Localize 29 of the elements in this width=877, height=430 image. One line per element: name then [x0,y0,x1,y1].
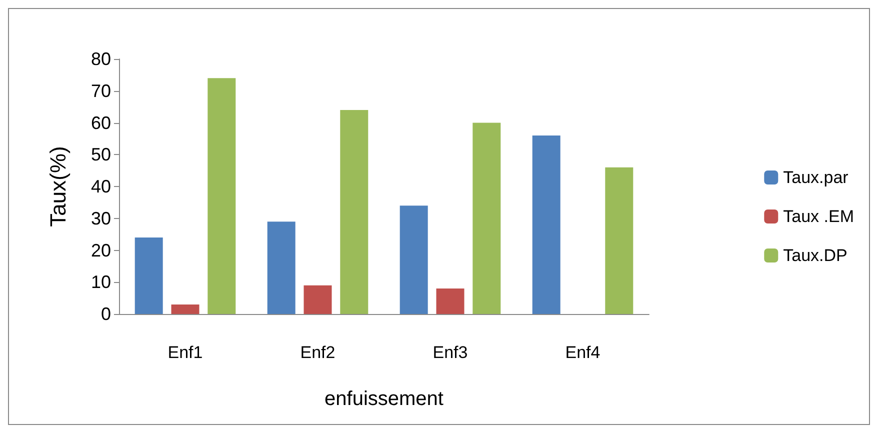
y-tick-label: 40 [90,176,111,196]
y-tick-label: 50 [90,144,111,165]
bar [532,136,560,314]
bar [171,304,200,314]
bar [605,167,634,314]
x-tick-label: Enf4 [565,343,600,362]
x-axis-title: enfuissement [324,388,444,410]
x-tick-label: Enf3 [432,343,468,362]
legend-label: Taux.par [783,168,849,187]
y-tick-label: 60 [90,112,111,133]
y-tick-label: 30 [90,208,111,228]
x-tick-label: Enf1 [168,343,203,362]
y-tick-label: 20 [90,240,111,260]
y-tick-label: 70 [90,80,111,101]
y-tick-label: 80 [90,49,111,69]
bar [400,206,428,314]
bar [436,288,464,314]
y-axis-title: Taux(%) [46,146,70,227]
bar [134,238,163,314]
x-tick-label: Enf2 [300,343,336,362]
bar [340,110,368,314]
bar [472,122,501,314]
bar [304,285,332,314]
y-tick-label: 0 [100,304,111,324]
legend-label: Taux .EM [783,207,854,226]
y-tick-label: 10 [90,272,111,292]
legend-label: Taux.DP [783,246,848,265]
bar [208,78,236,314]
bar [267,222,296,314]
